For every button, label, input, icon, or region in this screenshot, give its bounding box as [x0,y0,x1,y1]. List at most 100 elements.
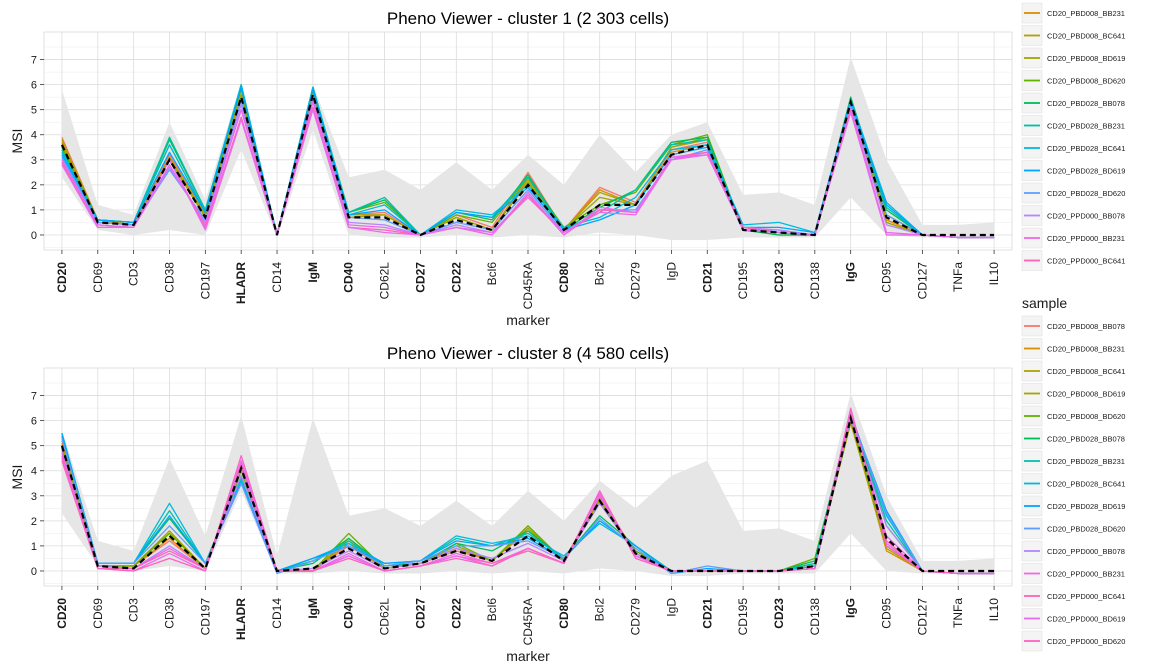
x-tick-label: CD40 [342,262,356,293]
sample-line [61,86,995,239]
y-tick-label: 6 [31,416,37,428]
legend-top: CD20_PBD008_BB231 CD20_PBD008_BC641 CD20_P… [1021,2,1125,271]
legend-label: CD20_PBD028_BD619 [1047,502,1125,511]
x-tick-label: CD27 [413,598,427,629]
x-tick-label: CD21 [700,262,714,293]
x-tick-label: CD62L [378,598,392,636]
x-tick-label: CD22 [449,262,463,293]
x-tick-label: CD45RA [521,598,535,645]
x-tick-label: IgD [664,598,678,617]
x-tick-label: CD45RA [521,262,535,309]
x-tick-label: CD195 [736,598,750,636]
x-tick-label: CD80 [557,262,571,293]
x-tick-label: CD195 [736,262,750,300]
y-tick-label: 3 [31,155,37,167]
x-tick-label: IL10 [987,262,1001,286]
y-tick-label: 5 [31,441,37,453]
x-tick-label: IgM [306,598,320,619]
x-tick-label: CD3 [127,262,141,286]
x-tick-label: CD20 [55,598,69,629]
x-tick-label: CD21 [700,598,714,629]
x-tick-label: TNFa [951,598,965,628]
y-tick-label: 2 [31,180,37,192]
legend-title: sample [1022,295,1067,311]
legend-label: CD20_PPD000_BC641 [1047,592,1125,601]
x-tick-label: CD14 [270,598,284,629]
legend-label: CD20_PPD000_BD620 [1047,637,1125,646]
legend-label: CD20_PBD008_BD619 [1047,54,1125,63]
x-tick-label: CD62L [378,262,392,300]
legend-bottom: sample CD20_PBD008_BB078 CD20_PBD008_BB231… [1021,295,1125,652]
legend-label: CD20_PBD008_BD619 [1047,390,1125,399]
y-tick-label: 1 [31,541,37,553]
y-axis-title: MSI [9,129,25,154]
y-tick-label: 0 [31,230,37,242]
sample-line [61,109,995,239]
legend-label: CD20_PPD000_BC641 [1047,257,1125,266]
x-tick-label: Bcl6 [485,262,499,286]
legend-label: CD20_PBD008_BD620 [1047,77,1125,86]
x-axis-title: marker [506,648,550,664]
x-tick-label: CD127 [915,262,929,300]
median-line [60,90,995,237]
x-tick-label: CD23 [772,598,786,629]
chart-title: Pheno Viewer - cluster 8 (4 580 cells) [387,344,669,363]
x-tick-label: Bcl2 [593,262,607,286]
chart-panel-cluster-1: 0 1 2 3 4 5 6 7 CD20 CD69 CD3 CD38 CD197 HLADR CD14 IgM… [9,9,1013,328]
legend-label: CD20_PBD028_BB231 [1047,122,1125,131]
sample-line [61,407,995,575]
chart-title: Pheno Viewer - cluster 1 (2 303 cells) [387,9,669,28]
legend-label: CD20_PBD028_BC641 [1047,144,1125,153]
legend-label: CD20_PBD008_BB231 [1047,9,1125,18]
y-tick-label: 3 [31,491,37,503]
y-tick-label: 6 [31,80,37,92]
x-tick-label: CD138 [808,262,822,300]
x-tick-label: CD197 [198,262,212,300]
legend-label: CD20_PPD000_BB231 [1047,570,1125,579]
x-tick-label: CD95 [880,262,894,293]
y-tick-label: 4 [31,466,37,478]
x-tick-label: CD3 [127,598,141,622]
x-tick-label: CD69 [91,598,105,629]
x-tick-label: CD38 [162,598,176,629]
legend-label: CD20_PBD028_BD619 [1047,167,1125,176]
legend-label: CD20_PBD028_BC641 [1047,480,1125,489]
legend-label: CD20_PBD008_BC641 [1047,367,1125,376]
legend-label: CD20_PPD000_BB078 [1047,547,1125,556]
y-tick-label: 4 [31,130,37,142]
y-tick-label: 0 [31,566,37,578]
x-tick-label: IgG [844,598,858,618]
x-tick-label: CD22 [449,598,463,629]
x-tick-label: CD14 [270,262,284,293]
legend-label: CD20_PBD008_BD620 [1047,412,1125,421]
x-tick-label: CD279 [629,598,643,636]
x-tick-label: CD20 [55,262,69,293]
x-tick-label: IgD [664,262,678,281]
x-tick-label: CD127 [915,598,929,636]
y-tick-label: 1 [31,205,37,217]
x-tick-label: CD23 [772,262,786,293]
legend-label: CD20_PPD000_BD619 [1047,615,1125,624]
legend-label: CD20_PBD028_BD620 [1047,525,1125,534]
x-tick-label: IgG [844,262,858,282]
legend-label: CD20_PBD028_BD620 [1047,189,1125,198]
x-tick-label: CD197 [198,598,212,636]
x-tick-label: CD40 [342,598,356,629]
x-tick-label: Bcl6 [485,598,499,622]
range-ribbon [61,393,995,576]
x-tick-label: CD138 [808,598,822,636]
y-axis-title: MSI [9,465,25,490]
x-tick-label: HLADR [234,598,248,640]
legend-label: CD20_PBD008_BB231 [1047,345,1125,354]
x-tick-label: IgM [306,262,320,283]
legend-label: CD20_PBD028_BB078 [1047,99,1125,108]
median-line [60,413,995,573]
y-tick-label: 2 [31,516,37,528]
legend-label: CD20_PPD000_BB078 [1047,212,1125,221]
y-tick-label: 7 [31,391,37,403]
x-tick-label: TNFa [951,262,965,292]
legend-label: CD20_PPD000_BB231 [1047,234,1125,243]
y-tick-label: 5 [31,105,37,117]
x-tick-label: CD27 [413,262,427,293]
